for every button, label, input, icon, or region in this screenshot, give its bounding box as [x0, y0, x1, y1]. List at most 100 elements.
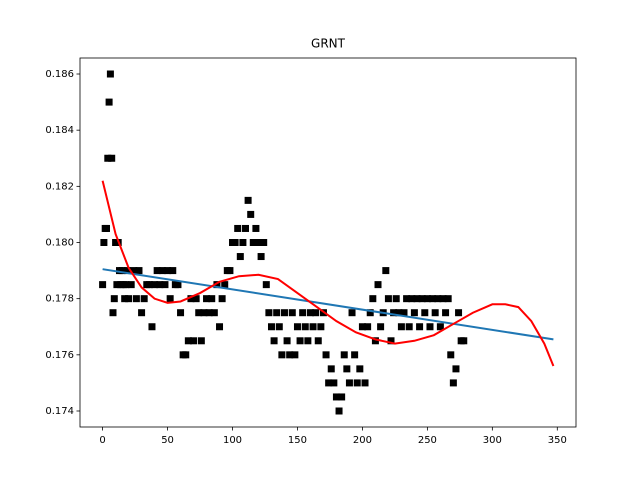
scatter-point — [216, 323, 224, 331]
x-tick-label: 300 — [483, 435, 502, 446]
fit-line — [101, 180, 555, 367]
scatter-point — [296, 337, 304, 345]
x-tick-label: 100 — [223, 435, 242, 446]
x-tick-label: 200 — [353, 435, 372, 446]
scatter-point — [369, 295, 377, 303]
scatter-point — [413, 295, 421, 303]
scatter-point — [299, 309, 307, 317]
scatter-point — [104, 154, 112, 162]
scatter-point — [244, 196, 252, 204]
scatter-point — [392, 295, 400, 303]
scatter-point — [254, 239, 262, 246]
scatter-point — [99, 281, 107, 289]
scatter-point — [283, 337, 291, 345]
scatter-point — [177, 309, 185, 317]
scatter-point — [449, 379, 457, 387]
scatter-point — [161, 281, 169, 289]
scatter-point — [166, 295, 174, 303]
scatter-point — [249, 239, 257, 246]
scatter-point — [280, 309, 288, 317]
scatter-point — [109, 309, 117, 317]
y-tick-label: 0.174 — [45, 406, 74, 417]
scatter-point — [421, 309, 429, 317]
x-tick-label: 0 — [99, 435, 105, 446]
scatter-point — [252, 224, 260, 232]
scatter-point — [423, 295, 431, 303]
scatter-point — [135, 267, 143, 275]
scatter-point — [429, 295, 437, 303]
scatter-point — [145, 281, 153, 289]
scatter-point — [262, 281, 270, 289]
y-tick-label: 0.176 — [45, 350, 74, 361]
scatter-point — [304, 337, 312, 345]
scatter-point — [110, 295, 118, 303]
scatter-point — [164, 267, 172, 275]
scatter-point — [345, 379, 353, 387]
scatter-point — [197, 337, 205, 345]
scatter-point — [169, 267, 177, 275]
scatter-point — [327, 365, 335, 373]
scatter-point — [322, 351, 330, 359]
scatter-point — [455, 309, 463, 317]
scatter-point — [356, 365, 364, 373]
scatter-point — [200, 309, 208, 317]
scatter-point — [332, 393, 340, 401]
scatter-point — [309, 323, 317, 331]
scatter-point — [444, 295, 452, 303]
scatter-point — [205, 309, 213, 317]
scatter-point — [153, 267, 161, 275]
scatter-point — [203, 295, 211, 303]
scatter-point — [434, 295, 442, 303]
scatter-point — [358, 323, 366, 331]
scatter-point — [231, 239, 239, 246]
scatter-point — [400, 309, 408, 317]
scatter-point — [348, 309, 356, 317]
chart-title: GRNT — [311, 37, 346, 51]
scatter-point — [132, 295, 140, 303]
scatter-point — [208, 295, 216, 303]
y-tick-label: 0.184 — [45, 125, 74, 136]
scatter-point — [317, 323, 325, 331]
scatter-point — [138, 309, 146, 317]
scatter-point — [236, 253, 244, 261]
scatter-point — [234, 224, 242, 232]
scatter-point — [408, 295, 416, 303]
scatter-point — [416, 323, 424, 331]
scatter-point — [190, 337, 198, 345]
scatter-point — [377, 323, 385, 331]
scatter-point — [218, 295, 226, 303]
scatter-point — [335, 407, 343, 415]
scatter-point — [123, 267, 131, 275]
scatter-point — [148, 323, 156, 331]
y-tick-label: 0.178 — [45, 294, 74, 305]
y-tick-label: 0.182 — [45, 181, 74, 192]
scatter-point — [395, 309, 403, 317]
x-tick-label: 150 — [288, 435, 307, 446]
plot-frame — [79, 57, 577, 428]
scatter-point — [275, 323, 283, 331]
scatter-point — [118, 267, 126, 275]
scatter-point — [187, 295, 195, 303]
scatter-point — [108, 154, 116, 162]
scatter-point — [371, 337, 379, 345]
scatter-point — [403, 295, 411, 303]
scatter-point — [436, 323, 444, 331]
scatter-point — [397, 323, 405, 331]
scatter-point — [314, 337, 322, 345]
fit-line — [102, 268, 554, 341]
scatter-point — [213, 281, 221, 289]
scatter-point — [460, 337, 468, 345]
scatter-point — [221, 281, 229, 289]
scatter-point — [364, 323, 372, 331]
scatter-point — [113, 281, 121, 289]
scatter-point — [130, 267, 138, 275]
scatter-point — [260, 239, 268, 246]
scatter-point — [301, 323, 309, 331]
scatter-point — [353, 379, 361, 387]
scatter-point — [100, 239, 108, 246]
scatter-point — [291, 351, 299, 359]
scatter-point — [195, 309, 203, 317]
scatter-point — [278, 351, 286, 359]
